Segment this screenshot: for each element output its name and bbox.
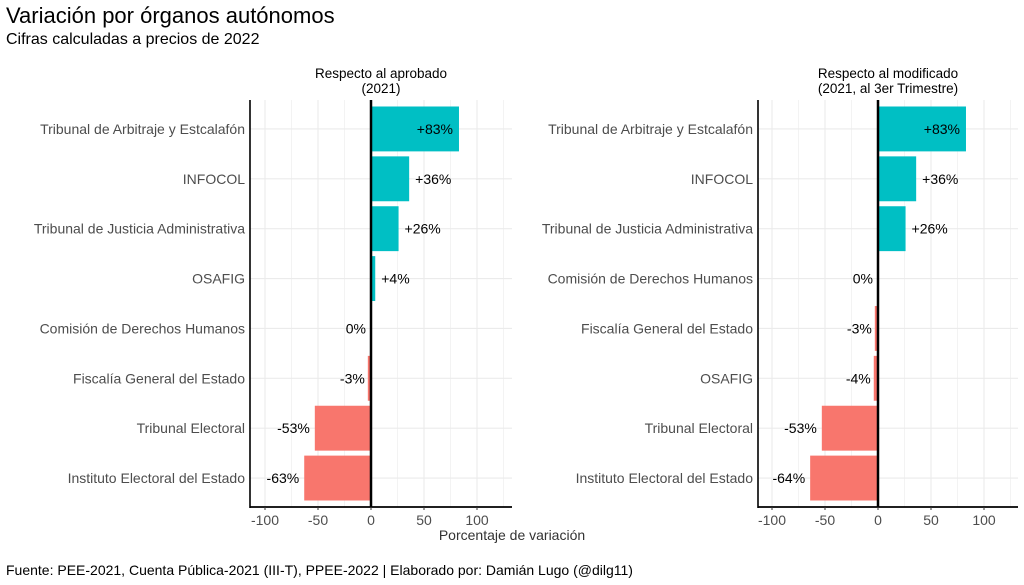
bar [314,405,371,451]
data-label: -53% [784,420,817,436]
x-tick-label: -100 [758,512,786,528]
data-label: -3% [340,370,365,386]
y-tick-label: Tribunal Electoral [645,420,753,436]
panel-title: (2021) [361,81,400,96]
x-tick-label: 100 [972,512,996,528]
bar [874,305,878,351]
y-tick-label: Tribunal de Justicia Administrativa [542,221,753,237]
data-label: +83% [924,121,960,137]
bar [371,156,410,202]
y-tick-label: Tribunal de Arbitraje y Estcalafón [548,121,753,137]
y-tick-label: Tribunal de Arbitraje y Estcalafón [40,121,245,137]
y-tick-label: OSAFIG [700,370,753,386]
y-tick-label: Tribunal Electoral [137,420,245,436]
data-label: -53% [277,420,310,436]
bar [821,405,878,451]
y-tick-label: INFOCOL [183,171,245,187]
data-label: +26% [405,221,441,237]
x-tick-label: 100 [465,512,489,528]
data-label: +26% [912,221,948,237]
data-label: -64% [772,470,805,486]
x-tick-label: 0 [874,512,882,528]
x-tick-label: 0 [367,512,375,528]
bar [371,256,376,302]
y-tick-label: Comisión de Derechos Humanos [548,271,753,287]
panel-title: (2021, al 3er Trimestre) [818,81,958,96]
data-label: -4% [846,370,871,386]
bar [371,106,459,152]
data-label: 0% [853,271,873,287]
data-label: +36% [922,171,958,187]
x-tick-label: -50 [308,512,328,528]
data-label: +4% [381,271,409,287]
data-label: -3% [847,320,872,336]
data-label: -63% [267,470,300,486]
chart-title: Variación por órganos autónomos [6,3,335,28]
y-tick-label: Comisión de Derechos Humanos [40,320,245,336]
panel-title: Respecto al modificado [818,66,958,81]
source-caption: Fuente: PEE-2021, Cuenta Pública-2021 (I… [6,562,633,578]
x-tick-label: -50 [815,512,835,528]
bar [371,206,399,252]
bar [878,106,966,152]
y-tick-label: Fiscalía General del Estado [73,370,245,386]
y-tick-label: OSAFIG [192,271,245,287]
y-tick-label: Fiscalía General del Estado [581,320,753,336]
bar [873,355,878,401]
bar [810,455,878,501]
panel-title: Respecto al aprobado [315,66,447,81]
y-tick-label: INFOCOL [691,171,753,187]
data-label: +36% [415,171,451,187]
bar [304,455,371,501]
x-tick-label: 50 [923,512,939,528]
bar [367,355,371,401]
bar [878,206,906,252]
x-axis-label: Porcentaje de variación [438,527,586,543]
y-tick-label: Instituto Electoral del Estado [68,470,246,486]
y-tick-label: Tribunal de Justicia Administrativa [34,221,245,237]
chart-subtitle: Cifras calculadas a precios de 2022 [6,31,260,48]
data-label: +83% [417,121,453,137]
bar [878,156,917,202]
x-tick-label: -100 [251,512,279,528]
data-label: 0% [346,320,366,336]
y-tick-label: Instituto Electoral del Estado [576,470,754,486]
x-tick-label: 50 [416,512,432,528]
